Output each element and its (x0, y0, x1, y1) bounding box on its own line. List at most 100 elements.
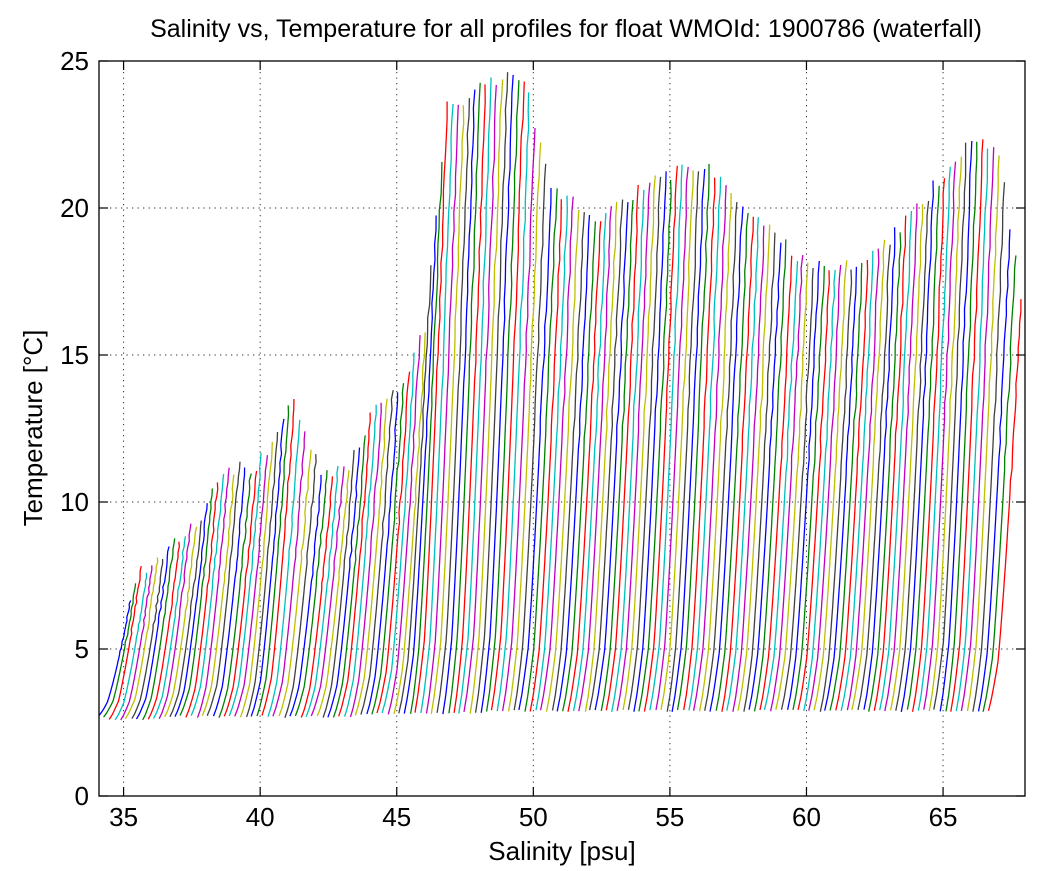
profile-line-12 (158, 523, 192, 719)
profile-line-135 (829, 262, 863, 711)
profile-line-5 (120, 565, 153, 721)
profile-line-94 (605, 184, 639, 711)
profile-line-156 (945, 141, 978, 712)
profile-line-49 (360, 389, 394, 715)
profile-line-130 (803, 269, 836, 712)
profile-line-19 (196, 467, 230, 718)
profile-line-51 (371, 383, 405, 715)
profile-line-127 (786, 260, 820, 710)
profile-line-124 (769, 255, 804, 712)
profile-line-55 (393, 332, 426, 715)
profile-line-129 (797, 270, 830, 710)
profile-line-89 (578, 206, 612, 712)
profile-line-122 (759, 255, 793, 711)
profile-line-118 (737, 224, 771, 711)
profile-line-61 (425, 104, 459, 714)
profile-line-74 (496, 92, 530, 712)
profile-line-149 (906, 185, 940, 710)
profile-line-71 (480, 74, 514, 713)
profile-line-136 (835, 259, 869, 711)
profile-line-104 (660, 170, 694, 710)
profile-line-84 (551, 212, 585, 711)
profile-line-143 (873, 215, 907, 711)
profile-line-92 (594, 202, 629, 711)
profile-line-121 (753, 239, 787, 712)
profile-line-100 (638, 179, 672, 712)
profile-line-119 (743, 232, 776, 712)
profile-line-134 (824, 266, 858, 711)
profile-line-22 (212, 467, 246, 717)
profile-line-60 (420, 103, 454, 714)
profile-line-138 (846, 248, 880, 711)
profile-line-65 (448, 82, 481, 714)
profile-line-59 (414, 101, 448, 713)
profile-line-68 (463, 84, 497, 713)
profile-line-117 (732, 225, 765, 712)
profile-line-32 (267, 419, 301, 717)
profile-line-41 (316, 470, 350, 717)
profile-line-76 (507, 142, 542, 712)
profile-line-34 (278, 449, 312, 717)
profile-line-157 (950, 139, 984, 712)
profile-line-88 (572, 212, 607, 712)
profile-line-9 (142, 538, 176, 721)
profile-line-95 (611, 189, 645, 713)
profile-line-53 (381, 352, 415, 714)
profile-line-114 (715, 212, 749, 711)
profile-line-148 (900, 180, 934, 713)
profile-line-38 (300, 476, 334, 718)
profile-line-26 (234, 455, 269, 717)
profile-line-103 (655, 166, 689, 711)
profile-line-73 (490, 81, 525, 711)
profile-line-145 (884, 203, 918, 712)
profile-line-142 (868, 232, 902, 712)
profile-line-4 (114, 572, 148, 721)
profile-line-164 (987, 299, 1022, 711)
profile-line-11 (153, 536, 187, 719)
y-tick-label-5: 25 (60, 46, 89, 76)
profile-line-69 (469, 79, 504, 714)
profile-line-18 (190, 473, 225, 716)
profile-line-1 (98, 600, 132, 717)
profile-line-141 (863, 227, 896, 710)
profile-line-131 (808, 264, 842, 711)
profile-line-98 (627, 176, 662, 710)
profile-line-64 (442, 89, 476, 715)
profile-line-133 (819, 269, 853, 712)
profile-line-43 (327, 447, 361, 718)
profile-line-20 (201, 474, 235, 716)
profile-line-25 (228, 452, 262, 717)
profile-lines (98, 72, 1022, 721)
profile-line-35 (284, 454, 317, 719)
profile-line-8 (135, 546, 170, 720)
profile-line-108 (683, 177, 716, 711)
profile-line-115 (721, 216, 754, 712)
y-tick-labels: 0 5 10 15 20 25 (60, 46, 89, 811)
profile-line-110 (692, 185, 727, 711)
profile-line-28 (245, 431, 279, 718)
profile-line-67 (458, 77, 492, 714)
profile-line-99 (633, 171, 667, 712)
profile-line-154 (933, 142, 967, 710)
y-tick-label-2: 10 (60, 487, 89, 517)
profile-line-102 (649, 164, 683, 711)
profile-line-139 (851, 239, 886, 711)
profile-line-24 (223, 470, 258, 717)
profile-line-125 (775, 262, 809, 710)
profile-line-56 (398, 265, 432, 714)
profile-line-126 (780, 267, 814, 710)
profile-line-23 (218, 473, 252, 718)
x-tick-labels: 35 40 45 50 55 60 65 (109, 802, 957, 832)
profile-line-63 (436, 98, 471, 713)
profile-line-16 (179, 488, 213, 716)
chart-title: Salinity vs, Temperature for all profile… (150, 15, 982, 43)
profile-line-159 (960, 147, 995, 712)
profile-line-128 (792, 265, 825, 711)
profile-line-2 (103, 583, 137, 718)
profile-line-151 (917, 166, 951, 711)
profile-line-50 (366, 392, 399, 715)
profile-line-107 (676, 163, 710, 711)
profile-line-39 (305, 465, 339, 718)
profile-line-17 (185, 482, 219, 718)
profile-line-137 (840, 250, 874, 711)
